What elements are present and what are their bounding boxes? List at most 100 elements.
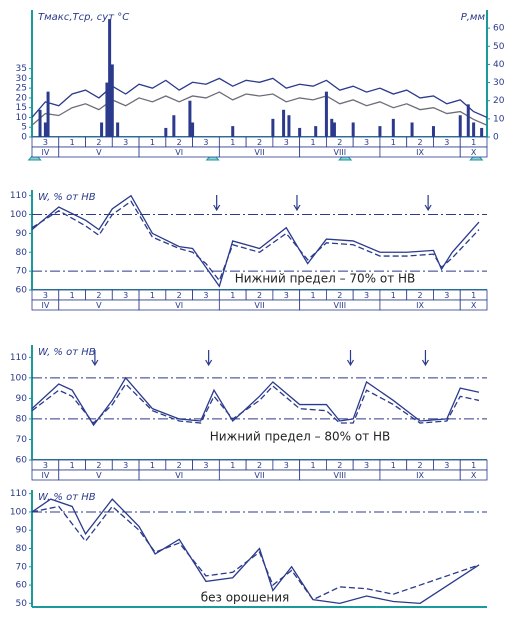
y-tick-label: 25 [16,84,27,94]
precipitation-bar [271,118,275,137]
precipitation-bar [116,122,120,137]
decade-label: 1 [391,291,396,300]
month-label: VII [254,148,264,157]
y-tick-label: 35 [16,64,27,74]
y-tick-label: 30 [16,74,28,84]
precipitation-bar [324,91,328,137]
series-line [31,382,480,425]
precipitation-bar [108,19,112,138]
irrigation-arrow [421,350,429,367]
decade-label: 2 [418,291,423,300]
y-tick-label: 70 [16,562,28,572]
y2-tick-label: 20 [493,96,505,106]
y-tick-label: 0 [21,133,27,143]
y-tick-label: 80 [16,544,28,554]
annotation: Нижний предел – 80% от НВ [210,430,391,444]
month-label: IX [416,471,424,480]
month-label: VI [175,301,183,310]
decade-label: 3 [123,461,128,470]
decade-label: 2 [418,461,423,470]
precipitation-bar [231,126,235,137]
decade-label: 1 [471,138,476,147]
month-label: VIII [334,471,347,480]
y-tick-label: 20 [16,93,28,103]
decade-label: 3 [43,291,48,300]
y-tick-label: 70 [16,435,28,445]
annotation: без орошения [201,591,290,605]
precipitation-bar [330,118,334,137]
month-label: VIII [334,301,347,310]
decade-label: 3 [123,291,128,300]
irrigation-arrow [205,350,213,367]
decade-label: 2 [337,461,342,470]
y-axis-label: W, % от НВ [38,347,96,358]
y-tick-label: 100 [10,507,27,517]
y-tick-label: 110 [10,191,27,201]
y-tick-label: 80 [16,414,28,424]
decade-label: 3 [444,461,449,470]
precipitation-bar [458,115,462,137]
month-label: X [471,471,477,480]
precipitation-bar [298,127,302,137]
decade-label: 1 [310,291,315,300]
month-label: IV [41,471,49,480]
month-label: V [96,148,102,157]
y-tick-label: 90 [16,229,28,239]
y2-tick-label: 10 [493,114,505,124]
decade-label: 1 [471,291,476,300]
precipitation-bar [46,91,50,137]
precipitation-bar [43,122,47,137]
month-cell [459,146,488,158]
y-axis-label: W, % от НВ [38,192,96,203]
y-tick-label: 80 [16,248,28,258]
irrigation-arrow [346,350,355,367]
month-label: IX [416,148,424,157]
decade-label: 1 [70,138,75,147]
y-tick-label: 70 [16,267,28,277]
decade-label: 2 [337,291,342,300]
y2-tick-label: 50 [493,42,505,52]
decade-label: 1 [310,138,315,147]
y-tick-label: 100 [10,210,27,220]
y2-tick-label: 60 [493,24,505,34]
y-tick-label: 60 [16,286,28,296]
irrigation-arrow [91,350,99,367]
decade-label: 1 [230,138,235,147]
series-line [31,194,480,288]
decade-label: 1 [230,291,235,300]
irrigation-arrow [213,195,221,212]
precipitation-bar [287,115,291,137]
series-line [31,376,480,427]
precipitation-bar [410,122,414,137]
series-line [31,200,480,282]
decade-label: 3 [364,461,369,470]
irrigation-arrow [293,195,301,212]
month-label: X [471,301,477,310]
decade-label: 1 [150,461,155,470]
month-label: IV [41,301,49,310]
y-axis-label: Tмакс,Tср, сут °С [38,12,129,23]
precipitation-bar [480,127,484,137]
month-label: V [96,471,102,480]
precipitation-bar [431,126,435,137]
precipitation-bar [466,104,470,137]
precipitation-bar [105,82,109,137]
y-tick-label: 50 [16,599,28,609]
decade-label: 3 [203,138,208,147]
decade-label: 3 [43,461,48,470]
decade-label: 3 [203,461,208,470]
y-tick-label: 110 [10,489,27,499]
y-tick-label: 90 [16,526,28,536]
decade-label: 1 [150,138,155,147]
precipitation-bar [172,115,176,137]
y-tick-label: 60 [16,581,28,591]
precipitation-bar [314,126,318,137]
y-tick-label: 100 [10,373,27,383]
decade-label: 2 [96,291,101,300]
month-label: VI [175,148,183,157]
month-label: X [471,148,477,157]
precipitation-bar [472,122,476,137]
month-label: IX [416,301,424,310]
precipitation-bar [332,122,336,137]
